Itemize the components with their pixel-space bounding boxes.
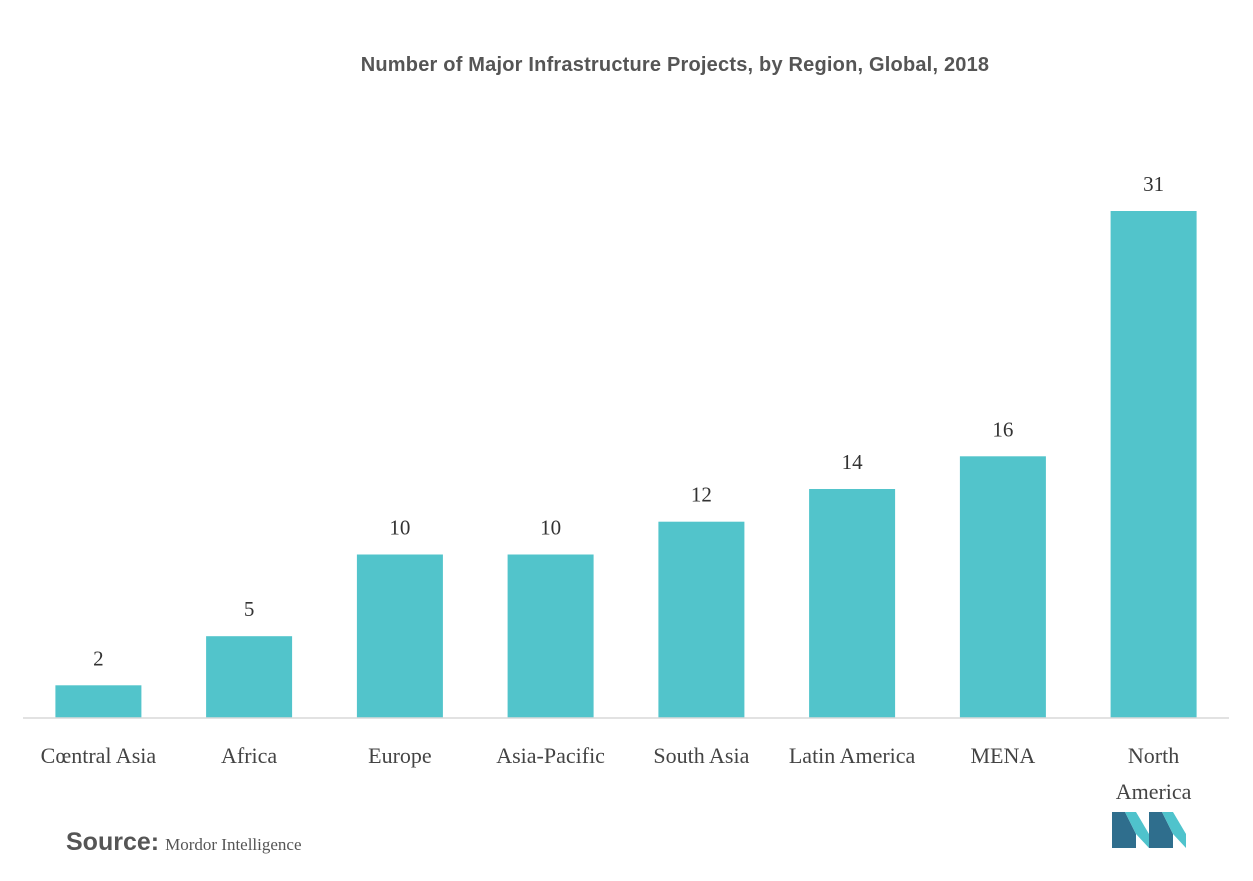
bar-value-label: 12 (691, 483, 712, 507)
bar (809, 489, 896, 718)
category-label: Asia-Pacific (496, 743, 605, 768)
category-label: MENA (971, 743, 1036, 768)
category-label: Europe (368, 743, 432, 768)
source-value: Mordor Intelligence (165, 835, 302, 854)
bar-value-label: 10 (540, 516, 561, 540)
value-labels-group: 2 5 10 10 12 14 16 31 (93, 172, 1164, 670)
bar-value-label: 16 (992, 417, 1013, 441)
bar (55, 685, 142, 718)
category-label: South Asia (653, 743, 749, 768)
bars-group (55, 211, 1197, 718)
category-labels-group: Cœntral Asia Africa Europe Asia-Pacific Sout… (41, 743, 1192, 804)
chart-title: Number of Major Infrastructure Projects,… (360, 54, 990, 76)
bar (1110, 211, 1197, 718)
category-label: Latin America (789, 743, 916, 768)
bar (658, 521, 745, 718)
bar (959, 456, 1046, 718)
mordor-intelligence-logo (1112, 812, 1186, 848)
category-label: North America (1116, 743, 1192, 804)
category-label: Africa (221, 743, 277, 768)
category-label: Cœntral Asia (41, 743, 157, 768)
bar-value-label: 31 (1143, 172, 1164, 196)
bar (356, 554, 443, 718)
bar-value-label: 14 (842, 450, 864, 474)
source-label: Source: (66, 828, 160, 856)
bar-value-label: 2 (93, 646, 104, 670)
bar-value-label: 5 (244, 597, 255, 621)
source-note: Source: Mordor Intelligence (66, 828, 302, 857)
bar (507, 554, 594, 718)
bar (206, 636, 293, 718)
bar-value-label: 10 (389, 516, 410, 540)
